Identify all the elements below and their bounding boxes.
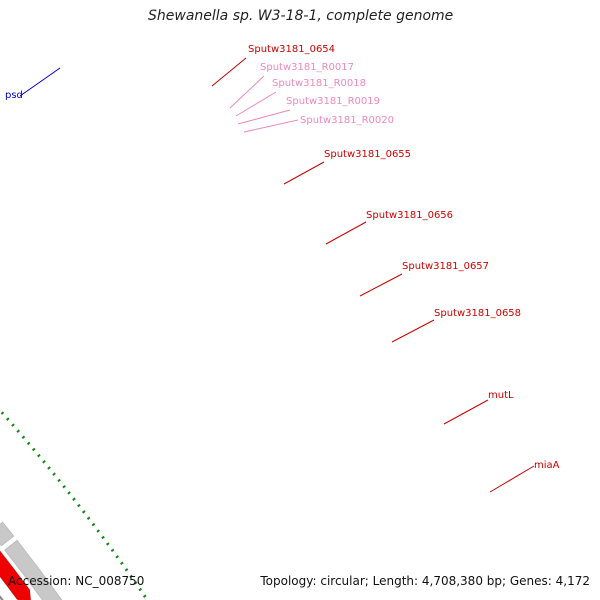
label-leader-line xyxy=(229,75,265,109)
gene-label[interactable]: Sputw3181_R0018 xyxy=(272,78,366,89)
gene-label[interactable]: mutL xyxy=(488,390,514,401)
gene-label[interactable]: Sputw3181_R0017 xyxy=(260,62,354,73)
label-leader-line xyxy=(19,67,61,97)
gene-arrow[interactable] xyxy=(0,521,15,547)
label-leader-line xyxy=(359,273,403,297)
gene-label[interactable]: Sputw3181_0655 xyxy=(324,149,411,160)
genome-summary: Topology: circular; Length: 4,708,380 bp… xyxy=(260,574,590,588)
gene-label[interactable]: miaA xyxy=(534,460,560,471)
gene-label[interactable]: Sputw3181_0654 xyxy=(248,44,335,55)
label-leader-line xyxy=(325,221,367,245)
label-leader-line xyxy=(489,465,535,493)
label-leader-line xyxy=(211,57,247,87)
gene-arrow[interactable] xyxy=(3,539,63,600)
label-leader-line xyxy=(443,399,489,425)
gene-label[interactable]: Sputw3181_0656 xyxy=(366,210,453,221)
label-leader-line xyxy=(243,119,299,133)
gene-label[interactable]: Sputw3181_0658 xyxy=(434,308,521,319)
gene-label[interactable]: psd xyxy=(5,90,23,101)
gene-arrow[interactable] xyxy=(0,546,32,600)
gene-label[interactable]: Sputw3181_R0019 xyxy=(286,96,380,107)
gc-ring-outer xyxy=(0,408,150,600)
label-leader-line xyxy=(237,109,291,125)
genome-title: Shewanella sp. W3-18-1, complete genome xyxy=(148,8,454,24)
label-leader-line xyxy=(235,91,277,117)
gene-label[interactable]: Sputw3181_0657 xyxy=(402,261,489,272)
label-leader-line xyxy=(283,161,325,185)
gene-label[interactable]: Sputw3181_R0020 xyxy=(300,115,394,126)
label-leader-line xyxy=(391,319,435,343)
accession-label: Accession: NC_008750 xyxy=(8,574,145,588)
